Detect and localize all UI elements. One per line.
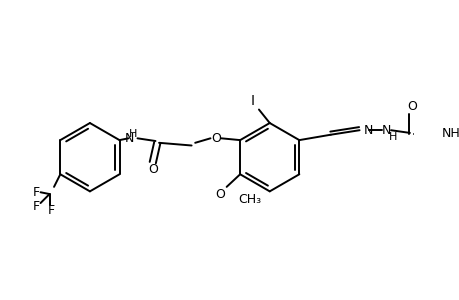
Text: N: N bbox=[124, 132, 134, 145]
Text: O: O bbox=[147, 163, 157, 176]
Text: F: F bbox=[33, 186, 39, 199]
Text: H: H bbox=[129, 129, 137, 139]
Text: H: H bbox=[388, 131, 396, 142]
Text: O: O bbox=[406, 100, 416, 113]
Text: N: N bbox=[363, 124, 373, 137]
Text: N: N bbox=[381, 124, 391, 137]
Text: CH₃: CH₃ bbox=[238, 193, 261, 206]
Text: NH₂: NH₂ bbox=[441, 127, 459, 140]
Text: F: F bbox=[48, 204, 55, 217]
Text: O: O bbox=[211, 132, 220, 145]
Text: I: I bbox=[250, 94, 254, 107]
Text: F: F bbox=[33, 200, 39, 213]
Text: O: O bbox=[215, 188, 225, 201]
